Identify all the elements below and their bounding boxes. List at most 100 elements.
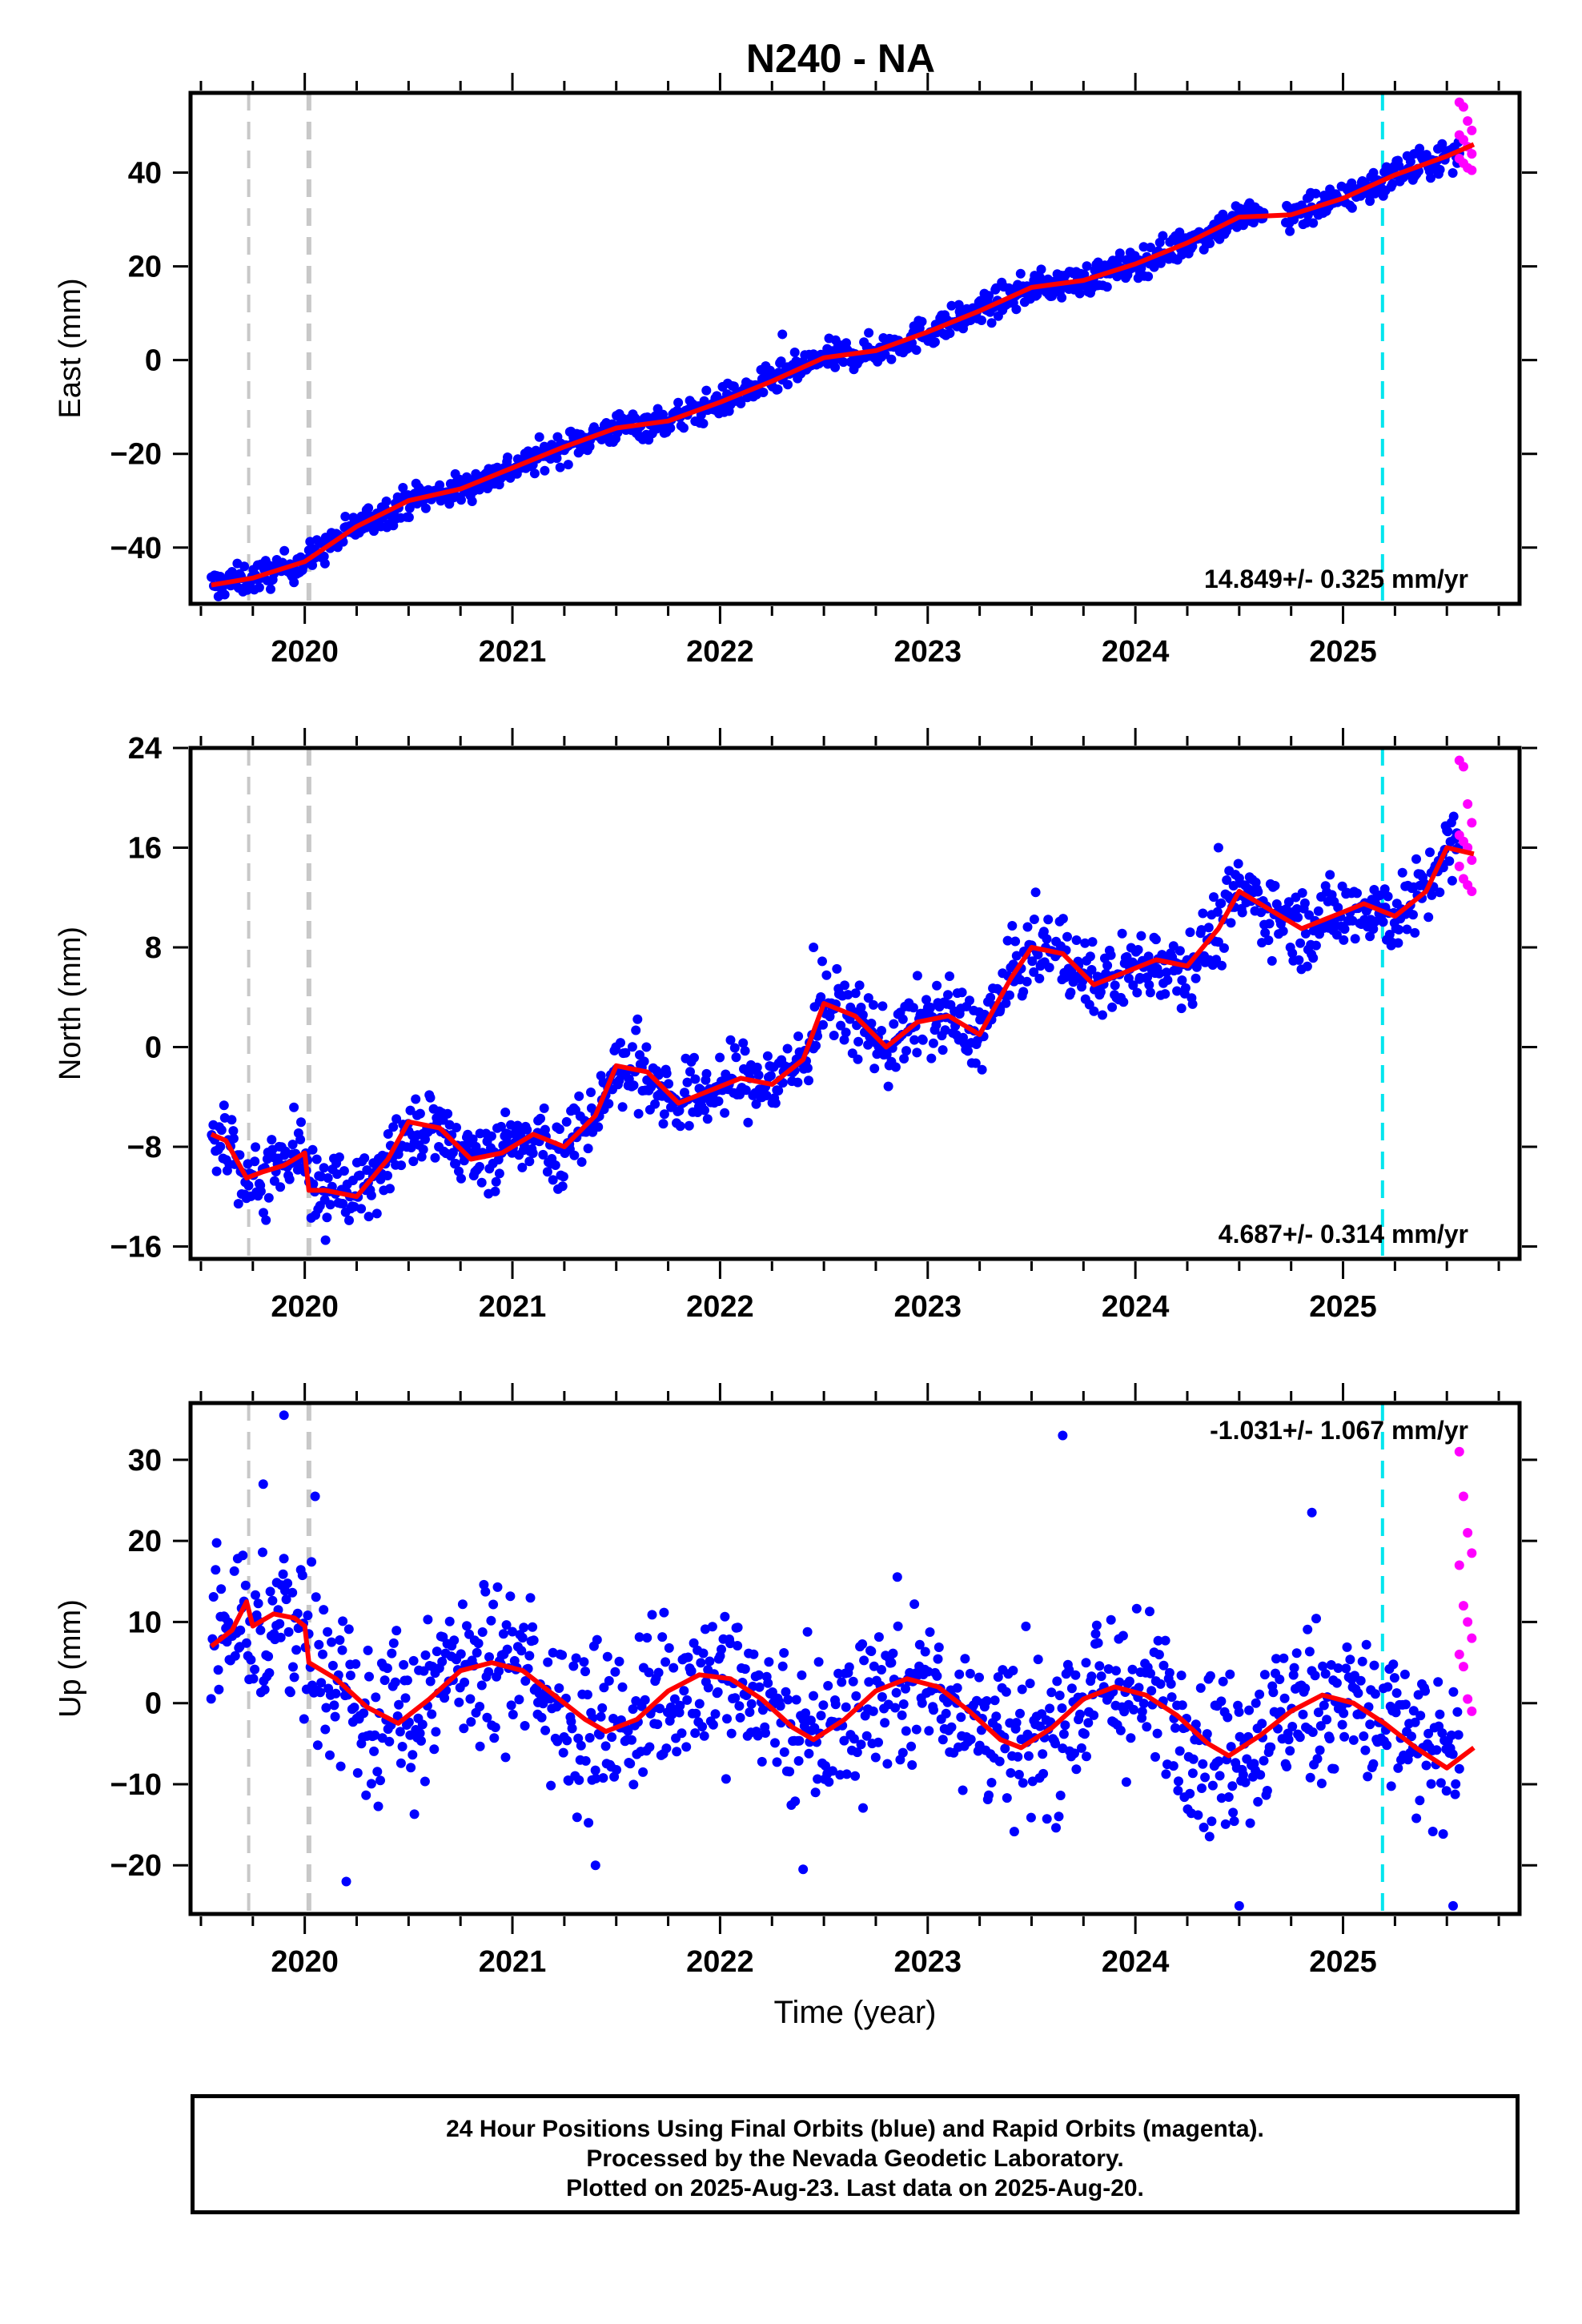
east-final-point bbox=[665, 423, 676, 433]
up-final-point bbox=[677, 1728, 687, 1739]
up-final-point bbox=[1426, 1779, 1436, 1789]
up-final-point bbox=[517, 1633, 528, 1643]
up-final-point bbox=[406, 1763, 416, 1773]
up-final-point bbox=[717, 1644, 726, 1655]
north-final-point bbox=[881, 1049, 892, 1059]
up-final-point bbox=[638, 1767, 648, 1777]
up-final-point bbox=[1420, 1686, 1430, 1696]
up-final-point bbox=[1318, 1661, 1328, 1671]
up-final-point bbox=[390, 1677, 400, 1687]
north-final-point bbox=[1443, 826, 1453, 837]
up-final-point bbox=[791, 1695, 801, 1705]
up-final-point bbox=[311, 1592, 321, 1602]
north-final-point bbox=[909, 1035, 920, 1045]
north-final-point bbox=[897, 1014, 908, 1024]
up-final-point bbox=[1357, 1656, 1367, 1667]
up-final-point bbox=[1045, 1703, 1055, 1714]
north-final-point bbox=[1294, 955, 1304, 965]
north-final-point bbox=[809, 942, 819, 952]
up-final-point bbox=[1002, 1793, 1012, 1803]
north-final-point bbox=[617, 1102, 628, 1112]
up-final-point bbox=[779, 1648, 789, 1658]
north-final-point bbox=[558, 1172, 568, 1182]
up-x-axis-label: Time (year) bbox=[774, 1995, 937, 2030]
north-final-point bbox=[836, 1020, 846, 1031]
north-final-point bbox=[451, 1159, 461, 1168]
up-final-point bbox=[289, 1672, 299, 1683]
up-final-point bbox=[528, 1635, 539, 1646]
up-y-tick-label: −20 bbox=[110, 1849, 162, 1883]
up-final-point bbox=[898, 1699, 909, 1709]
east-final-point bbox=[673, 397, 684, 408]
up-final-point bbox=[211, 1565, 221, 1575]
north-final-point bbox=[554, 1124, 564, 1134]
up-final-point bbox=[1153, 1635, 1163, 1646]
north-rapid-point bbox=[1463, 799, 1473, 810]
north-final-point bbox=[383, 1129, 393, 1139]
up-final-point bbox=[824, 1777, 834, 1787]
up-final-point bbox=[804, 1748, 814, 1759]
up-final-point bbox=[248, 1674, 259, 1684]
up-final-point bbox=[1238, 1770, 1248, 1780]
north-final-point bbox=[738, 1038, 749, 1048]
up-final-point bbox=[1090, 1629, 1101, 1639]
up-final-point bbox=[591, 1773, 601, 1783]
up-final-point bbox=[956, 1712, 966, 1723]
up-final-point bbox=[681, 1742, 692, 1752]
up-final-point bbox=[423, 1614, 433, 1625]
up-final-point bbox=[1345, 1655, 1355, 1665]
up-final-point bbox=[528, 1622, 538, 1632]
north-final-point bbox=[1203, 923, 1214, 933]
east-y-tick-label: 0 bbox=[145, 344, 162, 378]
up-final-point bbox=[1452, 1707, 1463, 1717]
up-final-point bbox=[462, 1621, 472, 1631]
north-final-point bbox=[675, 1121, 685, 1132]
north-final-point bbox=[468, 1134, 478, 1144]
up-final-point bbox=[361, 1790, 371, 1800]
north-final-point bbox=[334, 1152, 344, 1162]
up-final-point bbox=[697, 1722, 708, 1732]
north-final-point bbox=[682, 1077, 693, 1088]
up-final-point bbox=[329, 1700, 339, 1711]
up-rate-label: -1.031+/- 1.067 mm/yr bbox=[1210, 1416, 1468, 1445]
up-final-point bbox=[1103, 1664, 1114, 1675]
up-final-point bbox=[1191, 1719, 1201, 1730]
north-final-point bbox=[840, 980, 849, 991]
north-final-point bbox=[1350, 934, 1360, 944]
up-final-point bbox=[568, 1661, 579, 1671]
north-final-point bbox=[1145, 987, 1155, 998]
up-final-point bbox=[1446, 1730, 1456, 1740]
up-final-point bbox=[241, 1638, 251, 1648]
north-final-point bbox=[454, 1166, 464, 1176]
up-final-point bbox=[1042, 1814, 1052, 1824]
up-final-point bbox=[679, 1686, 689, 1696]
up-final-point bbox=[764, 1657, 774, 1667]
north-panel: 2020 2021 2022 2023 2024 2025 −16 −8 0 8 16 24 North… bbox=[54, 728, 1537, 1324]
north-final-point bbox=[839, 1035, 849, 1045]
north-final-point bbox=[751, 1099, 761, 1109]
north-final-point bbox=[517, 1162, 528, 1172]
up-final-point bbox=[689, 1638, 699, 1648]
north-final-point bbox=[289, 1102, 299, 1112]
north-final-point bbox=[233, 1199, 243, 1209]
up-final-point bbox=[1298, 1709, 1308, 1719]
up-final-point bbox=[1438, 1829, 1448, 1839]
up-final-point bbox=[429, 1744, 440, 1755]
up-final-point bbox=[873, 1632, 884, 1642]
north-final-point bbox=[494, 1168, 504, 1179]
east-final-point bbox=[930, 337, 940, 348]
north-final-point bbox=[863, 993, 873, 1003]
up-final-point bbox=[307, 1557, 317, 1567]
up-final-point bbox=[1305, 1772, 1315, 1783]
north-final-point bbox=[296, 1117, 306, 1128]
up-final-point bbox=[749, 1649, 759, 1659]
north-final-point bbox=[877, 1026, 886, 1035]
north-final-point bbox=[250, 1156, 260, 1167]
up-final-point bbox=[1055, 1791, 1066, 1800]
up-final-point bbox=[1259, 1755, 1269, 1766]
up-final-point bbox=[1018, 1778, 1028, 1788]
up-final-point bbox=[802, 1626, 813, 1637]
north-final-point bbox=[1062, 931, 1072, 942]
up-final-point bbox=[352, 1767, 363, 1778]
up-final-point bbox=[897, 1710, 907, 1720]
